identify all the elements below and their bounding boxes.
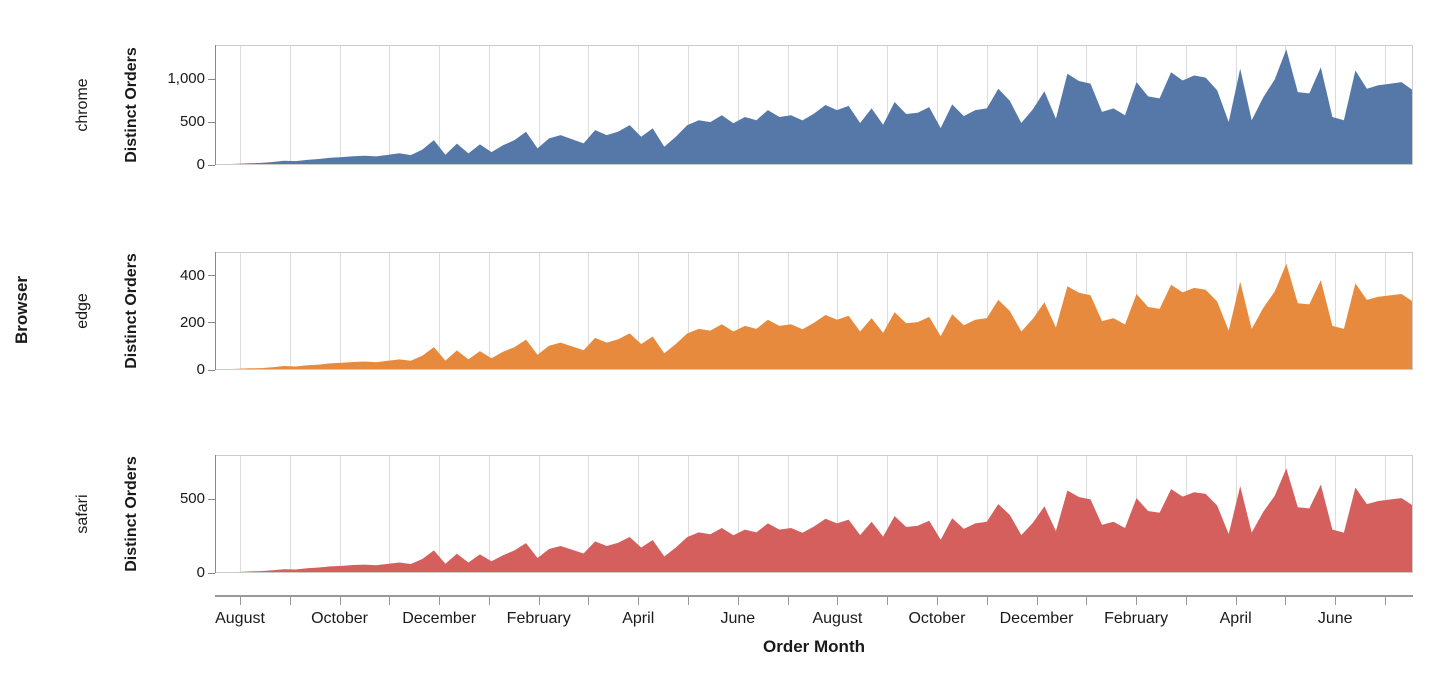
x-axis-tick: [1086, 597, 1088, 605]
y-tick-label-edge: 200: [179, 313, 205, 331]
facet-label-chrome: chrome: [74, 78, 91, 132]
x-axis-tick: [837, 597, 839, 605]
y-tick-label-edge: 0: [196, 361, 205, 378]
x-axis-tick: [1385, 597, 1386, 605]
y-tick-label-safari: 0: [196, 564, 205, 581]
x-axis-tick: [1136, 597, 1138, 605]
x-axis-tick: [1285, 597, 1287, 605]
x-tick-label: October: [908, 610, 966, 627]
x-tick-label: February: [506, 610, 571, 627]
x-axis-tick: [1036, 597, 1038, 605]
row-header-title: Browser: [12, 275, 31, 345]
x-axis-tick: [737, 597, 739, 605]
x-axis-tick: [1335, 597, 1337, 605]
x-axis-domain-line: [215, 595, 1413, 597]
y-tick-chrome: [208, 78, 215, 80]
area-plot-edge: [215, 252, 1413, 370]
x-axis-tick: [538, 597, 540, 605]
y-tick-safari: [208, 572, 215, 574]
y-axis-title-safari: Distinct Orders: [123, 456, 140, 572]
x-axis-tick: [986, 597, 988, 605]
y-tick-edge: [208, 322, 215, 324]
area-plot-safari: [215, 455, 1413, 573]
x-axis-tick: [887, 597, 889, 605]
y-tick-label-chrome: 500: [179, 113, 205, 131]
x-tick-label: April: [1219, 610, 1252, 627]
x-axis-tick: [588, 597, 590, 605]
x-axis-tick: [787, 597, 789, 605]
x-axis-tick: [488, 597, 490, 605]
y-tick-label-chrome: 0: [196, 156, 205, 173]
x-tick-label: June: [1317, 610, 1353, 627]
x-tick-label: April: [622, 610, 655, 627]
x-tick-label: August: [215, 610, 265, 627]
x-tick-label: December: [999, 610, 1074, 627]
y-tick-edge: [208, 275, 215, 277]
x-tick-label: October: [311, 610, 369, 627]
x-axis-tick: [936, 597, 938, 605]
x-tick-label: February: [1104, 610, 1169, 627]
x-axis-title: Order Month: [763, 637, 865, 656]
x-axis-tick: [688, 597, 690, 605]
y-axis-title-chrome: Distinct Orders: [123, 47, 140, 163]
facet-label-edge: edge: [74, 293, 91, 329]
x-tick-label: June: [720, 610, 756, 627]
y-tick-edge: [208, 369, 215, 371]
x-axis-tick: [240, 597, 241, 605]
x-axis-tick: [289, 597, 291, 605]
x-axis-tick: [1235, 597, 1237, 605]
x-axis-tick: [1185, 597, 1187, 605]
x-tick-label: December: [402, 610, 477, 627]
x-axis-tick: [638, 597, 640, 605]
y-tick-chrome: [208, 164, 215, 166]
y-tick-label-safari: 500: [179, 490, 205, 508]
area-plot-chrome: [215, 45, 1413, 165]
x-axis-tick: [389, 597, 391, 605]
y-tick-safari: [208, 498, 215, 500]
x-axis-tick: [339, 597, 341, 605]
facet-label-safari: safari: [74, 494, 91, 534]
x-axis-tick: [439, 597, 441, 605]
y-tick-label-chrome: 1,000: [167, 70, 205, 88]
y-tick-chrome: [208, 121, 215, 123]
x-tick-label: August: [812, 610, 863, 627]
y-tick-label-edge: 400: [179, 266, 205, 284]
